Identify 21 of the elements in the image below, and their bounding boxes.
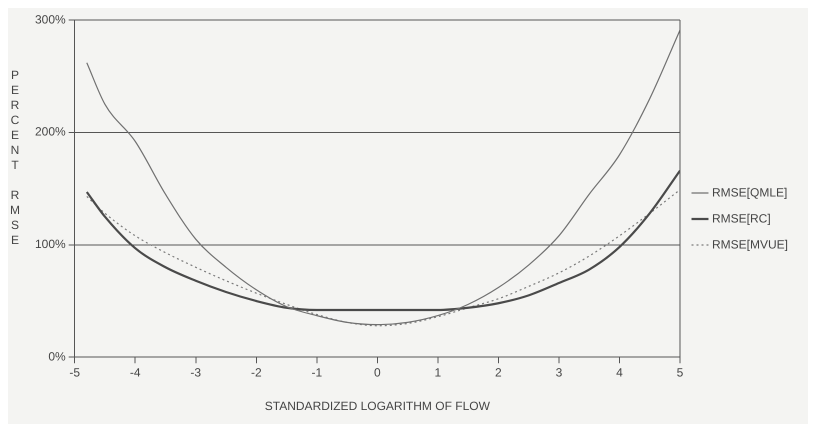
legend-label: RMSE[RC] <box>712 211 771 226</box>
x-tick-label: -3 <box>190 366 202 380</box>
x-tick-label: 5 <box>676 366 684 380</box>
x-tick-label: 0 <box>374 366 381 380</box>
y-tick-label: 300% <box>34 12 66 26</box>
x-tick-label: -2 <box>250 366 262 380</box>
legend-label: RMSE[MVUE] <box>712 237 788 252</box>
y-tick-label: 0% <box>48 350 66 364</box>
x-axis-title: STANDARDIZED LOGARITHM OF FLOW <box>264 399 491 414</box>
y-axis-title: PERCENT RMSE <box>8 68 23 248</box>
y-tick-label: 200% <box>34 124 66 139</box>
x-tick-label: 1 <box>434 366 442 380</box>
x-tick-label: -5 <box>69 366 80 380</box>
line-series <box>86 30 680 326</box>
x-tick-label: -1 <box>311 366 322 380</box>
legend-label: RMSE[QMLE] <box>712 185 788 200</box>
x-tick-label: 3 <box>556 366 563 380</box>
x-tick-label: 2 <box>495 366 502 380</box>
x-tick-label: -4 <box>130 366 141 380</box>
x-tick-label: 4 <box>616 366 624 380</box>
y-tick-label: 100% <box>34 237 66 252</box>
